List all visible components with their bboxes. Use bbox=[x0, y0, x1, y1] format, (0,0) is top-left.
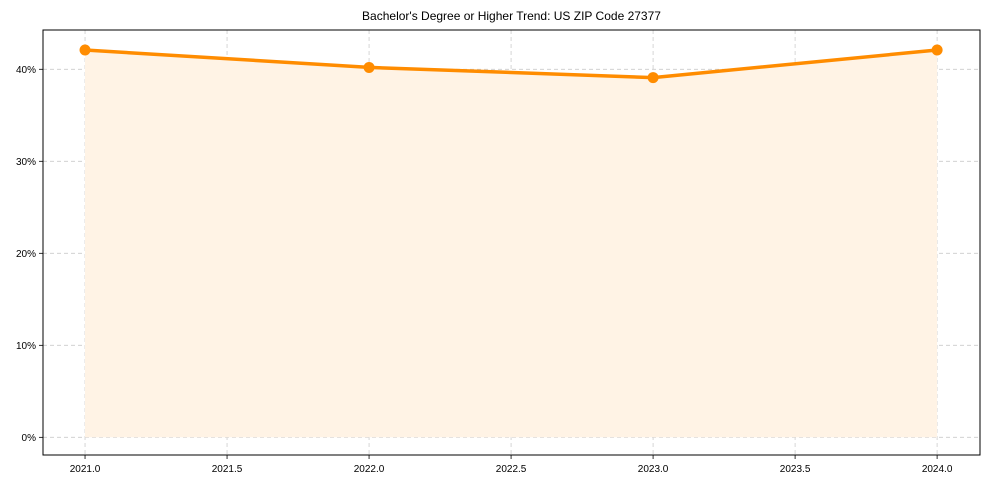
y-tick-label: 30% bbox=[16, 157, 36, 168]
data-point-marker bbox=[79, 44, 91, 56]
y-tick-label: 20% bbox=[16, 249, 36, 260]
y-tick-label: 10% bbox=[16, 341, 36, 352]
y-tick-label: 40% bbox=[16, 65, 36, 76]
axes-frame bbox=[42, 29, 981, 456]
area-fill bbox=[85, 50, 938, 438]
y-tick-label: 0% bbox=[22, 433, 37, 444]
data-point-marker bbox=[931, 44, 943, 56]
data-point-marker bbox=[363, 61, 375, 73]
x-tick-label: 2024.0 bbox=[922, 464, 953, 475]
y-axis: 0% 10% 20% 30% 40% bbox=[16, 65, 43, 444]
x-tick-label: 2023.0 bbox=[638, 464, 669, 475]
x-axis: 2021.0 2021.5 2022.0 2022.5 2023.0 2023.5 2024… bbox=[70, 455, 953, 475]
x-tick-label: 2021.5 bbox=[212, 464, 243, 475]
data-markers bbox=[79, 44, 943, 84]
x-tick-label: 2021.0 bbox=[70, 464, 101, 475]
data-line bbox=[83, 48, 939, 80]
data-point-marker bbox=[647, 72, 659, 84]
x-tick-label: 2022.5 bbox=[496, 464, 527, 475]
x-tick-label: 2022.0 bbox=[354, 464, 385, 475]
x-tick-label: 2023.5 bbox=[780, 464, 811, 475]
chart-title: Bachelor's Degree or Higher Trend: US ZI… bbox=[362, 9, 661, 23]
